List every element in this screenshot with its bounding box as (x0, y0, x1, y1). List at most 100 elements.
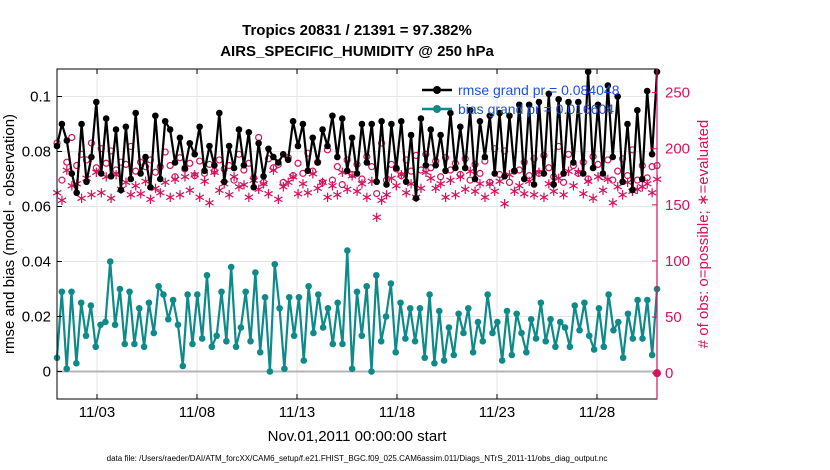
obs-possible-point (377, 139, 386, 147)
bias-point (102, 318, 109, 326)
y-right-tick-label: 200 (665, 141, 690, 158)
rmse-point (550, 181, 558, 188)
bias-point (126, 288, 133, 296)
bias-point (435, 307, 443, 315)
y-right-tick-label: 100 (665, 253, 690, 270)
obs-evaluated-point: ∗ (144, 190, 157, 208)
bias-point (614, 318, 622, 326)
bias-point (382, 313, 390, 320)
rmse-point (329, 112, 336, 120)
obs-evaluated-point: ∗ (449, 186, 462, 204)
bias-point (290, 332, 298, 340)
obs-possible-point (456, 170, 464, 179)
y-right-tick-label: 50 (665, 309, 682, 326)
obs-possible-point (166, 161, 174, 170)
obs-evaluated-point: ∗ (213, 181, 226, 199)
obs-evaluated-point: ∗ (56, 191, 69, 209)
obs-possible-point (68, 133, 76, 142)
obs-evaluated-point: ∗ (577, 184, 590, 202)
bias-point (256, 348, 264, 356)
rmse-point (412, 194, 420, 202)
bias-point (373, 271, 380, 279)
obs-evaluated-point: ∗ (243, 188, 256, 206)
obs-possible-point (559, 178, 568, 186)
bias-point (223, 337, 230, 345)
rmse-point (191, 150, 199, 158)
obs-evaluated-point: ∗ (488, 182, 501, 200)
obs-possible-point (525, 172, 533, 180)
bias-point (450, 351, 458, 359)
rmse-point (456, 123, 464, 131)
rmse-point (97, 170, 105, 177)
obs-evaluated-point: ∗ (390, 177, 403, 195)
bias-point (585, 332, 593, 340)
obs-evaluated-point: ∗ (400, 183, 413, 201)
rmse-point (260, 172, 267, 180)
rmse-point (107, 172, 115, 180)
rmse-point (353, 170, 361, 177)
y-left-axis-ticks: 0 0.02 0.04 0.06 0.08 0.1 (22, 89, 62, 381)
bias-point (479, 337, 487, 345)
y-right-tick-label: 150 (665, 197, 690, 214)
bias-point (252, 269, 259, 276)
rmse-point (447, 109, 454, 117)
rmse-point (284, 156, 292, 164)
rmse-point (589, 164, 597, 172)
rmse-point (609, 153, 617, 161)
bias-point (160, 291, 167, 298)
obs-evaluated-point: ∗ (587, 189, 600, 207)
obs-evaluated-point: ∗ (223, 186, 236, 204)
rmse-point (176, 134, 184, 142)
obs-evaluated-point: ∗ (188, 165, 201, 183)
rmse-point (560, 170, 567, 177)
obs-evaluated-point: ∗ (198, 172, 211, 190)
bias-point (121, 340, 129, 348)
rmse-point (275, 159, 282, 166)
bias-point (339, 340, 346, 348)
bias-point (484, 291, 491, 298)
legend-rmse-label: rmse grand pr = 0.084048 (458, 82, 620, 98)
bias-point (145, 299, 153, 307)
bias-point (155, 282, 162, 290)
bias-point (353, 288, 361, 296)
obs-possible-point (294, 159, 302, 167)
rmse-point (520, 175, 528, 183)
rmse-point (599, 170, 607, 177)
obs-possible-point (269, 164, 277, 172)
obs-possible-point (648, 163, 656, 171)
bias-point (455, 310, 462, 318)
obs-evaluated-point: ∗ (528, 186, 541, 204)
bias-point (169, 296, 177, 304)
rmse-point (496, 109, 503, 117)
obs-evaluated-point: ∗ (193, 188, 206, 206)
y-left-axis-label: rmse and bias (model - observation) (1, 114, 18, 354)
bias-point (416, 304, 424, 312)
obs-possible-point (476, 169, 484, 177)
y-left-tick-label: 0.06 (22, 199, 51, 216)
bias-point (266, 368, 274, 375)
bias-point (474, 318, 482, 326)
bias-point (164, 315, 172, 323)
obs-evaluated-point: ∗ (316, 173, 329, 191)
rmse-point (535, 98, 543, 106)
bias-point (281, 365, 288, 373)
bias-point (198, 335, 206, 342)
bias-point (261, 293, 269, 301)
bias-point (131, 340, 138, 348)
obs-evaluated-point: ∗ (267, 161, 280, 179)
bias-point (179, 362, 187, 370)
rmse-point (565, 98, 572, 106)
rmse-point (181, 164, 189, 172)
rmse-point (619, 178, 626, 186)
obs-possible-point (609, 176, 617, 184)
rmse-point (515, 101, 523, 109)
bias-point (590, 346, 598, 353)
obs-evaluated-point: ∗ (538, 188, 551, 206)
bias-point (73, 359, 80, 367)
obs-possible-point (397, 172, 405, 180)
rmse-point (363, 159, 371, 166)
bias-point (82, 332, 90, 340)
bias-point (547, 315, 554, 323)
bias-point (194, 291, 201, 298)
rmse-point (442, 167, 449, 175)
